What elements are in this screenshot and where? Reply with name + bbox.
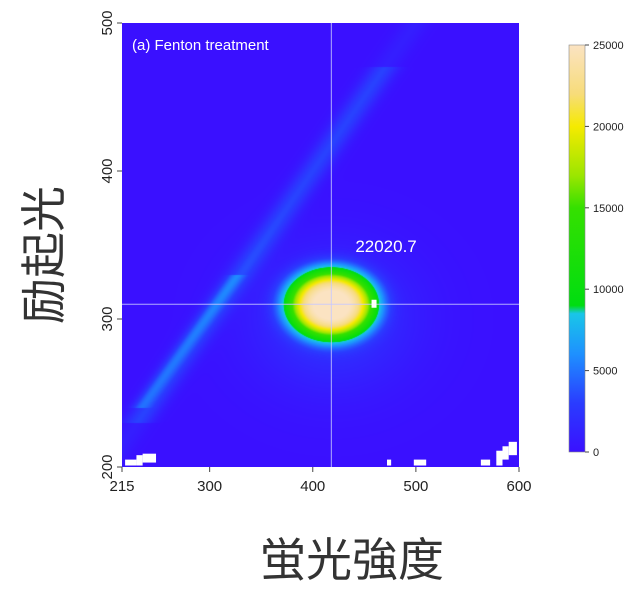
colorbar-tick-label: 15000: [593, 203, 624, 215]
y-tick-label: 500: [99, 10, 116, 35]
masked-cell: [496, 450, 503, 466]
colorbar-tick-label: 10000: [593, 284, 624, 296]
colorbar: 0 5000 10000 15000 20000 25000: [568, 40, 624, 459]
colorbar-tick-label: 20000: [593, 121, 624, 133]
plot-area: (a) Fenton treatment 22020.7: [122, 23, 519, 467]
y-axis: 200 300 400 500: [99, 10, 122, 480]
masked-cell: [387, 459, 392, 466]
x-tick-label: 300: [197, 478, 222, 495]
masked-cell: [508, 441, 517, 456]
y-tick-label: 200: [99, 454, 116, 479]
eem-heatmap: [122, 23, 519, 467]
masked-cell: [502, 446, 509, 460]
masked-cell: [136, 455, 143, 466]
masked-cell: [413, 459, 427, 466]
masked-cell: [480, 459, 491, 466]
x-tick-label: 400: [300, 478, 325, 495]
y-tick-label: 300: [99, 306, 116, 331]
masked-region-layer: [125, 441, 517, 466]
peak-value-label: 22020.7: [355, 237, 416, 256]
colorbar-tick-label: 0: [593, 447, 599, 459]
y-tick-label: 400: [99, 158, 116, 183]
y-axis-title: 励起光: [17, 186, 71, 324]
masked-cell: [125, 459, 137, 466]
colorbar-gradient: [568, 44, 586, 453]
colorbar-tick-label: 5000: [593, 366, 617, 378]
peak-marker: [371, 299, 377, 308]
x-tick-label: 600: [506, 478, 531, 495]
panel-label: (a) Fenton treatment: [132, 37, 270, 54]
x-tick-label: 215: [109, 478, 134, 495]
x-axis-title: 蛍光強度: [260, 533, 444, 587]
colorbar-tick-label: 25000: [593, 40, 624, 52]
x-tick-label: 500: [403, 478, 428, 495]
x-axis: 215 300 400 500 600: [109, 467, 532, 495]
masked-cell: [142, 453, 157, 463]
